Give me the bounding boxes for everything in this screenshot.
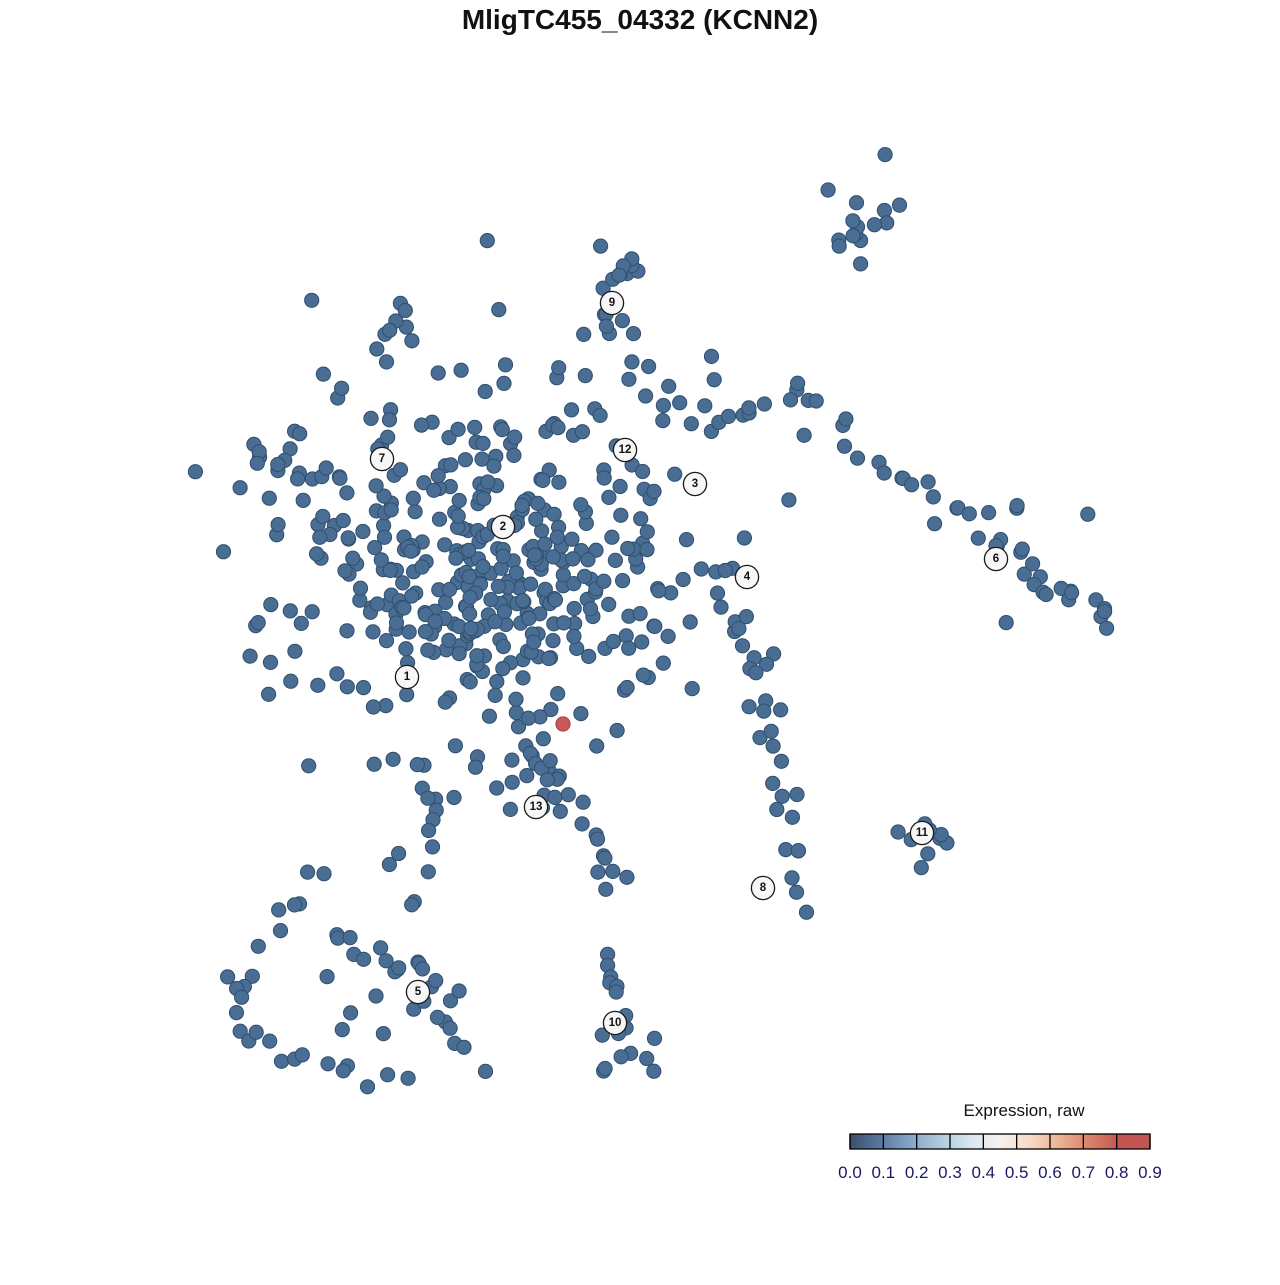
svg-text:0.1: 0.1 (872, 1163, 896, 1182)
svg-text:12: 12 (619, 444, 632, 456)
svg-text:10: 10 (609, 1017, 622, 1029)
svg-text:8: 8 (760, 882, 767, 894)
svg-text:11: 11 (916, 827, 929, 839)
svg-text:6: 6 (993, 553, 999, 565)
svg-text:0.3: 0.3 (938, 1163, 962, 1182)
svg-text:4: 4 (744, 571, 751, 583)
svg-text:0.0: 0.0 (838, 1163, 862, 1182)
svg-text:3: 3 (692, 478, 698, 490)
svg-text:Expression, raw: Expression, raw (964, 1101, 1086, 1120)
svg-text:9: 9 (609, 297, 615, 309)
svg-text:5: 5 (415, 986, 422, 998)
svg-text:0.7: 0.7 (1072, 1163, 1096, 1182)
svg-text:0.6: 0.6 (1038, 1163, 1062, 1182)
svg-text:7: 7 (379, 453, 385, 465)
svg-text:2: 2 (500, 521, 506, 533)
svg-text:0.2: 0.2 (905, 1163, 929, 1182)
svg-text:13: 13 (530, 801, 543, 813)
svg-text:1: 1 (404, 671, 411, 683)
svg-text:0.8: 0.8 (1105, 1163, 1129, 1182)
svg-text:0.5: 0.5 (1005, 1163, 1029, 1182)
svg-text:0.9: 0.9 (1138, 1163, 1162, 1182)
svg-text:0.4: 0.4 (972, 1163, 996, 1182)
